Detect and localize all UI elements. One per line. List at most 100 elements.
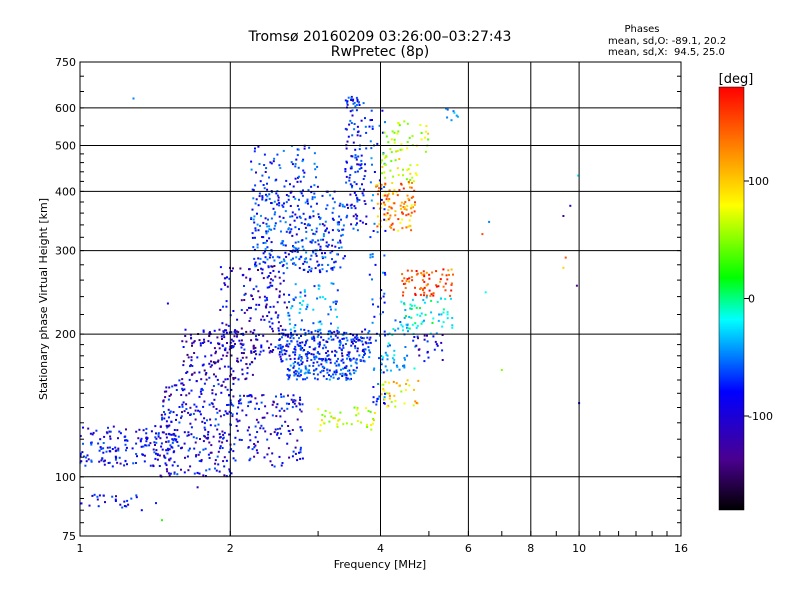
stats-x-mode: mean, sd,X: 94.5, 25.0 xyxy=(608,47,725,58)
data-point xyxy=(277,347,280,350)
data-point xyxy=(374,263,377,266)
data-point xyxy=(333,266,336,269)
data-point xyxy=(269,350,272,352)
data-point xyxy=(318,216,320,219)
data-point xyxy=(150,430,153,433)
data-point xyxy=(266,225,269,228)
data-point xyxy=(418,354,421,357)
data-point xyxy=(564,256,567,259)
data-point xyxy=(232,404,235,407)
data-point xyxy=(441,359,444,361)
data-point xyxy=(307,189,310,192)
data-point xyxy=(354,341,357,343)
data-point xyxy=(291,211,294,214)
data-point xyxy=(408,136,411,139)
data-point xyxy=(304,201,307,204)
data-point xyxy=(288,374,291,377)
data-point xyxy=(208,457,211,459)
data-point xyxy=(145,444,148,447)
data-point xyxy=(316,373,319,376)
data-point xyxy=(232,395,235,398)
data-point xyxy=(326,368,329,371)
data-point xyxy=(408,384,411,387)
data-point xyxy=(226,351,229,354)
data-point xyxy=(217,450,220,453)
data-point xyxy=(387,342,390,345)
data-point xyxy=(294,348,297,351)
data-point xyxy=(408,219,411,222)
data-point xyxy=(265,232,268,235)
data-point xyxy=(260,344,263,347)
data-point xyxy=(165,424,168,427)
data-point xyxy=(341,375,344,377)
data-point xyxy=(389,225,392,228)
data-point xyxy=(299,451,302,454)
data-point xyxy=(393,394,396,397)
data-point xyxy=(162,399,165,402)
data-point xyxy=(438,313,441,316)
data-point xyxy=(310,331,313,334)
data-point xyxy=(187,449,190,452)
data-point xyxy=(88,504,91,507)
data-point xyxy=(319,429,322,432)
data-point xyxy=(294,351,297,354)
x-axis-label: Frequency [MHz] xyxy=(334,558,426,571)
data-point xyxy=(307,329,310,332)
data-point xyxy=(391,334,394,336)
data-point xyxy=(280,464,283,467)
data-point xyxy=(368,330,371,333)
data-point xyxy=(230,338,233,341)
data-point xyxy=(180,394,183,396)
data-point xyxy=(165,420,168,423)
data-point xyxy=(193,403,196,406)
data-point xyxy=(300,357,303,360)
data-point xyxy=(173,471,176,474)
data-point xyxy=(194,441,197,444)
data-point xyxy=(254,436,257,439)
data-point xyxy=(226,276,228,279)
data-point xyxy=(258,408,260,410)
data-point xyxy=(383,213,386,216)
data-point xyxy=(282,216,285,219)
data-point xyxy=(367,342,370,345)
data-point xyxy=(287,425,290,427)
data-point xyxy=(104,459,106,462)
data-point xyxy=(407,213,410,216)
data-point xyxy=(388,392,391,395)
data-point xyxy=(274,346,277,348)
data-point xyxy=(378,179,381,182)
data-point xyxy=(215,469,218,472)
data-point xyxy=(280,432,282,435)
data-point xyxy=(331,197,334,200)
data-point xyxy=(395,364,398,367)
data-point xyxy=(296,180,299,183)
data-point xyxy=(145,436,148,439)
data-point xyxy=(232,382,235,385)
data-point xyxy=(256,440,259,443)
data-point xyxy=(339,239,342,242)
data-point xyxy=(403,364,406,367)
data-point xyxy=(396,365,399,368)
data-point xyxy=(254,227,257,230)
data-point xyxy=(286,340,289,343)
data-point xyxy=(334,362,337,365)
data-point xyxy=(186,370,189,373)
data-point xyxy=(377,193,379,196)
data-point xyxy=(324,359,327,362)
data-point xyxy=(278,276,281,279)
data-point xyxy=(423,286,426,289)
data-point xyxy=(135,430,138,433)
data-point xyxy=(266,438,269,441)
data-point xyxy=(226,412,229,415)
data-point xyxy=(316,335,319,338)
data-point xyxy=(352,342,354,345)
data-point xyxy=(214,467,216,470)
data-point xyxy=(124,459,127,462)
data-point xyxy=(313,339,316,342)
data-point xyxy=(356,214,359,217)
data-point xyxy=(356,408,359,411)
data-point xyxy=(182,364,185,367)
data-point xyxy=(348,378,351,381)
data-point xyxy=(355,96,358,99)
data-point xyxy=(277,196,280,199)
